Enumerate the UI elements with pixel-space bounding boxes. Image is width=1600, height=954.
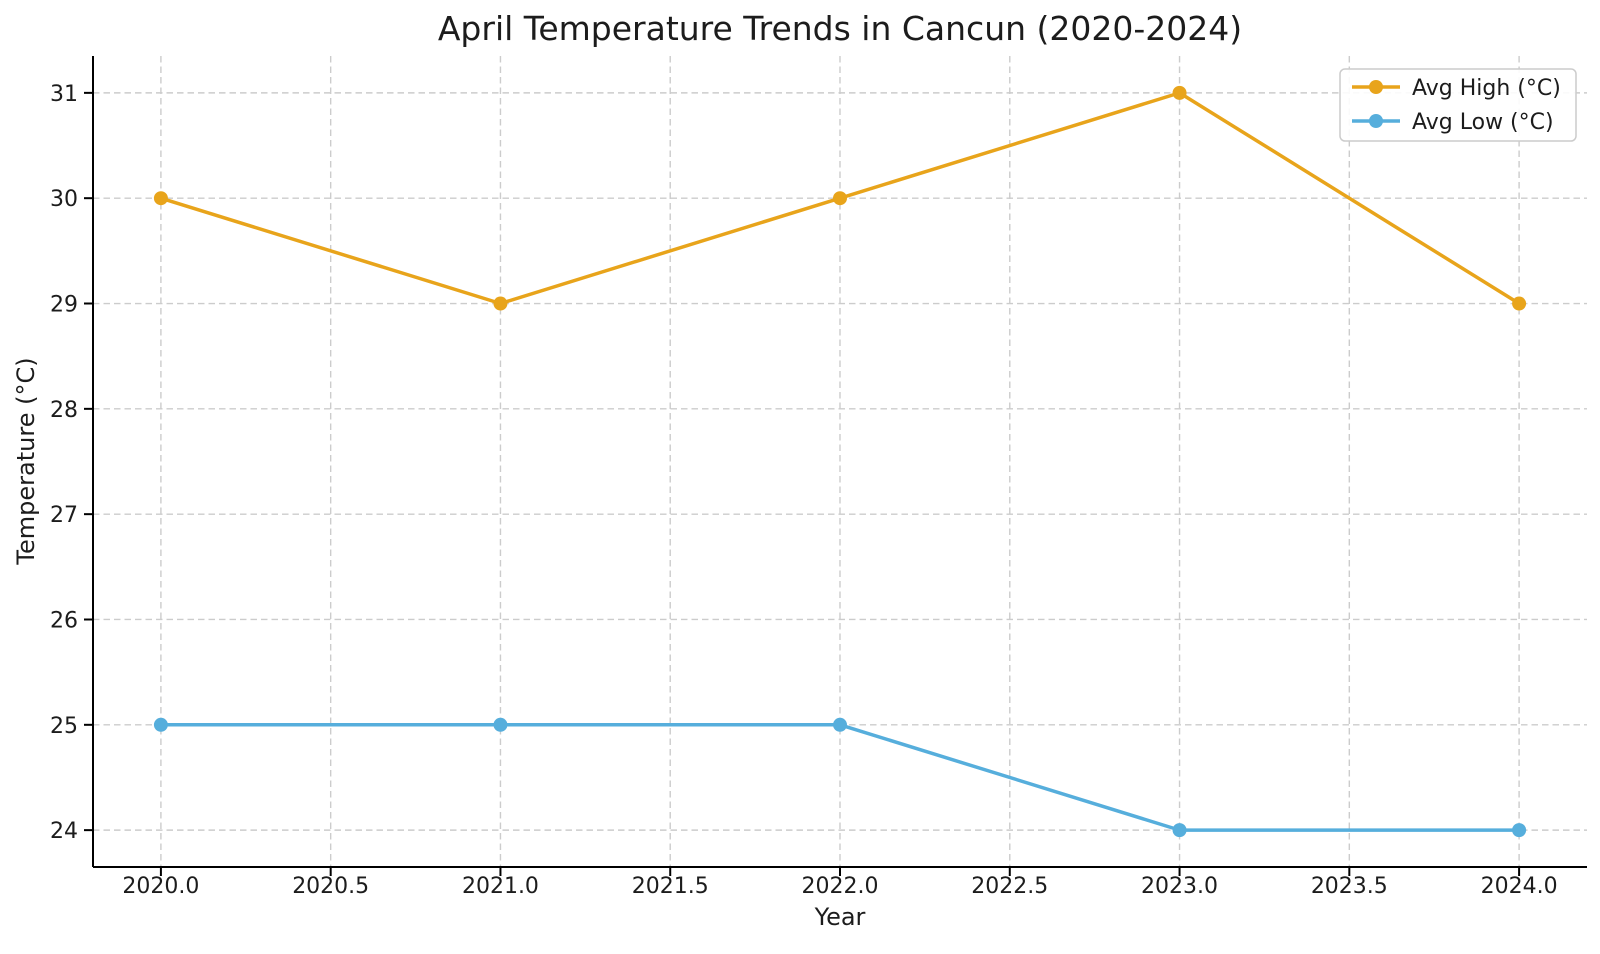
y-tick-label: 30	[50, 187, 78, 212]
avg-high-c-marker-2023	[1172, 85, 1187, 100]
avg-low-c-marker-2022	[833, 717, 847, 732]
avg-low-c-marker-2020	[153, 717, 168, 732]
x-tick-label: 2020.0	[122, 874, 199, 899]
avg-low-c-marker-2021	[493, 717, 508, 732]
chart-title: April Temperature Trends in Cancun (2020…	[437, 9, 1243, 48]
legend-avg-high-c-marker	[1369, 80, 1383, 94]
x-tick-label: 2021.0	[462, 874, 539, 899]
x-tick-label: 2022.0	[802, 874, 879, 899]
y-tick-label: 27	[50, 503, 78, 528]
y-tick-label: 29	[50, 293, 78, 318]
avg-low-c-marker-2023	[1172, 823, 1187, 838]
x-tick-label: 2024.0	[1481, 874, 1558, 899]
avg-high-c-marker-2022	[833, 191, 847, 206]
legend-avg-low-c-marker	[1369, 114, 1383, 128]
x-tick-label: 2023.5	[1311, 874, 1388, 899]
avg-low-c-marker-2024	[1512, 823, 1527, 838]
legend-avg-low-c-label: Avg Low (°C)	[1412, 110, 1554, 135]
x-tick-label: 2020.5	[292, 874, 369, 899]
legend-avg-high-c-label: Avg High (°C)	[1412, 76, 1561, 101]
y-tick-label: 26	[50, 608, 78, 633]
x-tick-label: 2023.0	[1141, 874, 1218, 899]
x-axis-label: Year	[814, 903, 866, 931]
y-tick-label: 31	[50, 82, 78, 107]
y-tick-label: 25	[50, 714, 78, 739]
y-tick-label: 24	[50, 819, 78, 844]
x-tick-label: 2022.5	[971, 874, 1048, 899]
avg-high-c-marker-2021	[493, 296, 508, 311]
y-tick-label: 28	[50, 398, 78, 423]
x-tick-label: 2021.5	[632, 874, 709, 899]
y-axis-label: Temperature (°C)	[12, 357, 40, 565]
avg-high-c-marker-2020	[153, 191, 168, 206]
avg-high-c-marker-2024	[1512, 296, 1527, 311]
